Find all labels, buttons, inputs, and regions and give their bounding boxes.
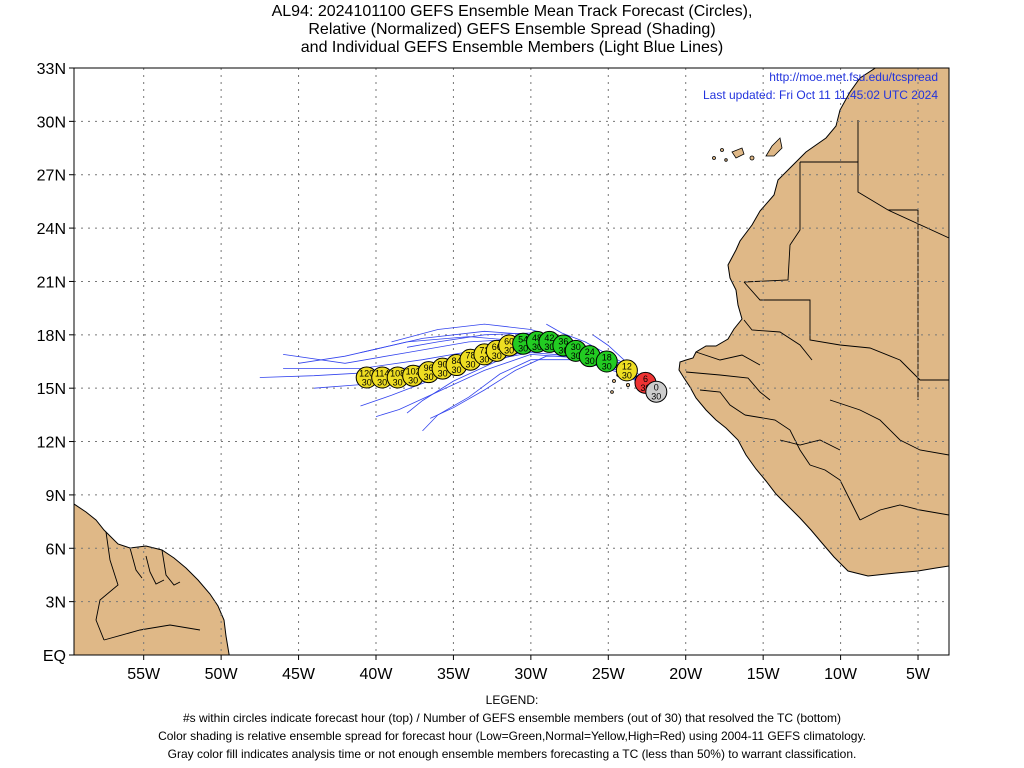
canary-islands: [712, 137, 783, 162]
lat-tick-label: 3N: [46, 595, 66, 612]
forecast-hour-label: 72: [479, 345, 489, 355]
lon-tick-label: 5W: [906, 666, 931, 683]
forecast-hour-label: 108: [390, 369, 405, 379]
member-count-label: 30: [622, 370, 632, 380]
member-count-label: 30: [544, 342, 554, 352]
legend-line-2: Color shading is relative ensemble sprea…: [158, 729, 866, 743]
forecast-hour-label: 66: [492, 342, 502, 352]
forecast-hour-label: 114: [375, 369, 389, 379]
forecast-hour-label: 120: [359, 369, 374, 379]
forecast-hour-label: 48: [532, 333, 542, 343]
member-count-label: 30: [532, 342, 542, 352]
member-count-label: 30: [504, 345, 514, 355]
member-count-label: 30: [492, 351, 502, 361]
member-count-label: 30: [558, 345, 568, 355]
member-count-label: 30: [438, 369, 448, 379]
member-count-label: 30: [518, 344, 528, 354]
lat-tick-label: 18N: [37, 328, 66, 345]
lat-tick-label: 21N: [37, 274, 66, 291]
lat-tick-label: 27N: [37, 168, 66, 185]
south-america-landmass: [74, 503, 230, 655]
member-count-label: 30: [640, 383, 650, 393]
lon-tick-label: 40W: [360, 666, 394, 683]
track-circle: [645, 380, 668, 403]
member-count-label: 30: [465, 360, 475, 370]
lat-tick-label: 15N: [37, 381, 66, 398]
lon-tick-label: 45W: [282, 666, 316, 683]
mean-track-circles: 1203011430108301023096309030843078307230…: [355, 330, 668, 403]
lon-tick-label: 20W: [669, 666, 703, 683]
member-count-label: 30: [377, 378, 387, 388]
credit-url: http://moe.met.fsu.edu/tcspread: [769, 70, 938, 84]
forecast-hour-label: 6: [643, 374, 648, 384]
lon-tick-label: 10W: [824, 666, 858, 683]
forecast-hour-label: 30: [571, 342, 581, 352]
forecast-hour-label: 60: [504, 336, 514, 346]
member-count-label: 30: [452, 365, 462, 375]
member-count-label: 30: [424, 372, 434, 382]
legend-line-1: #s within circles indicate forecast hour…: [182, 711, 842, 725]
lat-tick-label: 33N: [37, 61, 66, 78]
map-grid: [69, 67, 949, 660]
last-updated: Last updated: Fri Oct 11 11:45:02 UTC 20…: [702, 88, 938, 102]
forecast-hour-label: 96: [424, 363, 434, 373]
forecast-hour-label: 102: [406, 367, 421, 377]
forecast-hour-label: 18: [602, 353, 612, 363]
africa-landmass: [678, 68, 949, 577]
forecast-hour-label: 24: [585, 347, 595, 357]
forecast-hour-label: 90: [438, 360, 448, 370]
legend-header: LEGEND:: [485, 693, 539, 707]
south-america-borders: [95, 531, 201, 641]
forecast-hour-label: 0: [654, 383, 659, 393]
legend-line-3: Gray color fill indicates analysis time …: [167, 747, 857, 761]
member-count-label: 30: [362, 378, 372, 388]
lat-tick-label: 24N: [37, 221, 66, 238]
lon-tick-label: 25W: [592, 666, 626, 683]
map-title-line-3: and Individual GEFS Ensemble Members (Li…: [300, 39, 724, 56]
lat-tick-label: 12N: [37, 435, 66, 452]
lon-tick-label: 35W: [437, 666, 471, 683]
member-count-label: 30: [408, 376, 418, 386]
lat-tick-label: EQ: [43, 648, 66, 665]
latitude-labels: EQ 3N 6N 9N 12N 15N 18N 21N 24N 27N 30N 33N: [37, 61, 66, 665]
lon-tick-label: 30W: [514, 666, 548, 683]
lat-tick-label: 30N: [37, 114, 66, 131]
lon-tick-label: 50W: [205, 666, 239, 683]
member-count-label: 30: [479, 354, 489, 364]
member-count-label: 30: [571, 351, 581, 361]
track-point: 030: [645, 380, 668, 403]
track-circle: [595, 350, 618, 373]
map-frame: [73, 67, 950, 656]
member-count-label: 30: [585, 356, 595, 366]
lon-tick-label: 15W: [747, 666, 781, 683]
forecast-hour-label: 12: [622, 361, 632, 371]
member-count-label: 30: [602, 362, 612, 372]
forecast-hour-label: 84: [452, 356, 462, 366]
lat-tick-label: 6N: [46, 541, 66, 558]
longitude-labels: 55W 50W 45W 40W 35W 30W 25W 20W 15W 10W 5W: [127, 666, 931, 683]
track-circle: [615, 359, 638, 382]
member-count-label: 30: [651, 392, 661, 402]
forecast-hour-label: 42: [544, 333, 554, 343]
forecast-hour-label: 36: [558, 336, 568, 346]
member-count-label: 30: [393, 378, 403, 388]
lon-tick-label: 55W: [127, 666, 161, 683]
map-title-line-1: AL94: 2024101100 GEFS Ensemble Mean Trac…: [271, 3, 753, 20]
forecast-hour-label: 54: [518, 335, 528, 345]
lat-tick-label: 9N: [46, 488, 66, 505]
map-title-line-2: Relative (Normalized) GEFS Ensemble Spre…: [308, 21, 716, 38]
forecast-hour-label: 78: [465, 351, 475, 361]
